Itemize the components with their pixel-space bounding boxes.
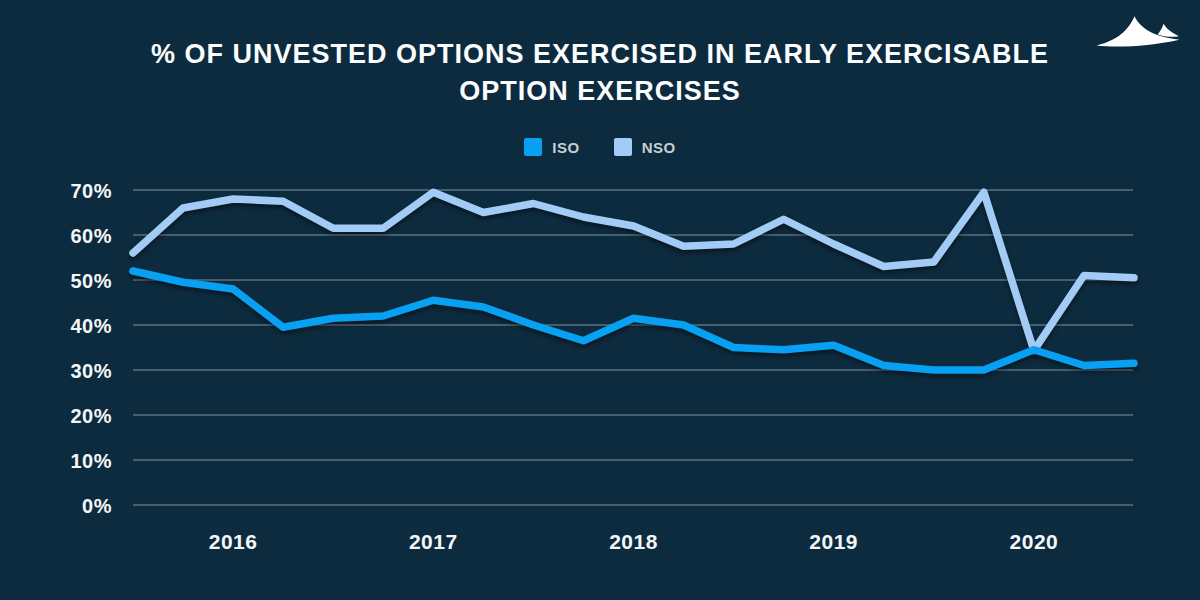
page-title-line2: OPTION EXERCISES: [0, 73, 1200, 110]
y-axis-tick-label: 40%: [70, 315, 112, 337]
page-title-line1: % OF UNVESTED OPTIONS EXERCISED IN EARLY…: [0, 36, 1200, 73]
legend-label: ISO: [552, 139, 579, 156]
x-axis-year-label: 2019: [809, 530, 858, 553]
x-axis-year-label: 2018: [609, 530, 658, 553]
legend-swatch-iso: [524, 138, 542, 156]
y-axis-tick-label: 30%: [70, 360, 112, 382]
x-axis-year-label: 2016: [209, 530, 258, 553]
y-axis-tick-label: 0%: [82, 495, 112, 517]
x-axis-year-label: 2017: [409, 530, 458, 553]
page-title: % OF UNVESTED OPTIONS EXERCISED IN EARLY…: [0, 36, 1200, 110]
x-axis-year-label: 2020: [1010, 530, 1059, 553]
y-axis-tick-label: 50%: [70, 270, 112, 292]
y-axis-tick-label: 70%: [70, 180, 112, 202]
dunes-logo-icon: [1094, 10, 1182, 50]
legend-item-nso: NSO: [614, 138, 676, 156]
y-axis-tick-label: 10%: [70, 450, 112, 472]
legend-swatch-nso: [614, 138, 632, 156]
infographic-canvas: 0% 10% 20% 30% 40% 50% 60% 70% 2016 2017 2018 2019 2…: [0, 0, 1200, 600]
legend-item-iso: ISO: [524, 138, 579, 156]
legend-label: NSO: [642, 139, 676, 156]
y-axis-tick-label: 20%: [70, 405, 112, 427]
chart-legend: ISO NSO: [0, 138, 1200, 156]
y-axis-tick-label: 60%: [70, 225, 112, 247]
series-line-iso: [133, 271, 1134, 370]
